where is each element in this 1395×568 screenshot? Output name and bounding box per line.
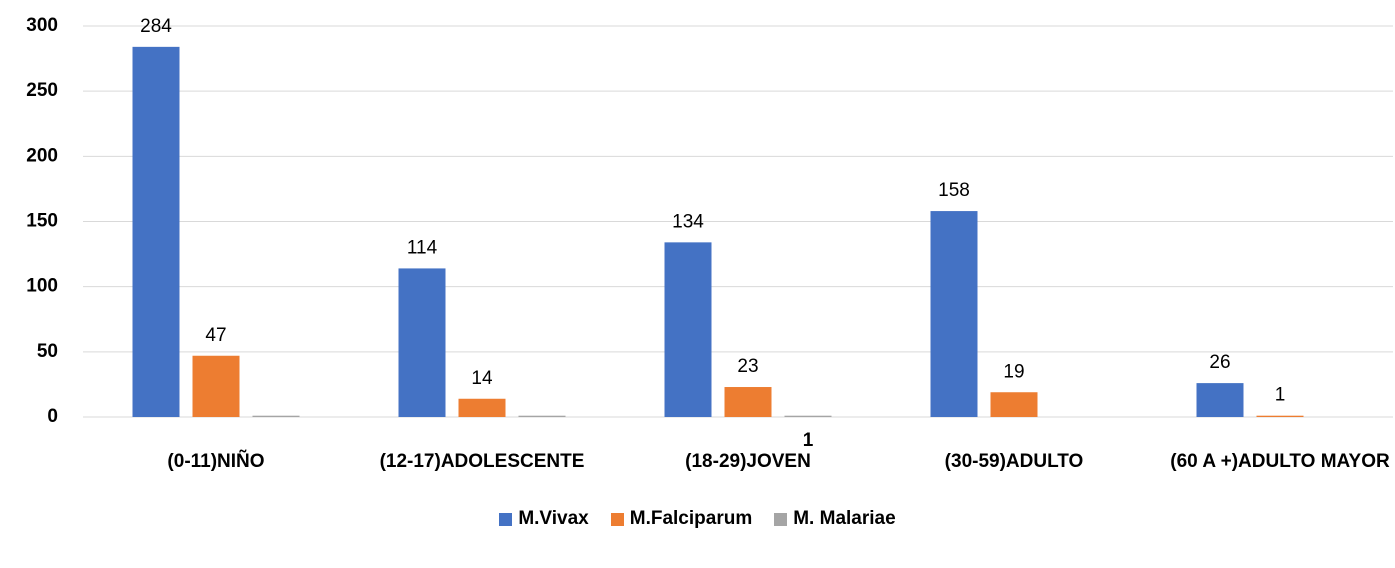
legend-swatch (774, 512, 788, 526)
data-label: 284 (140, 16, 172, 37)
data-label: 26 (1209, 352, 1230, 373)
x-tick-label: (60 A +)ADULTO MAYOR (1170, 451, 1390, 472)
bar (398, 268, 446, 417)
bar (664, 242, 712, 417)
y-tick-label: 100 (26, 276, 58, 297)
y-tick-label: 300 (26, 15, 58, 36)
y-tick-label: 250 (26, 80, 58, 101)
y-tick-label: 150 (26, 211, 58, 232)
legend-label: M.Vivax (518, 508, 589, 529)
data-label: 158 (938, 180, 970, 201)
legend-swatch (499, 512, 513, 526)
data-label: 1 (803, 430, 814, 451)
legend-item: M. Malariae (774, 508, 896, 530)
y-tick-label: 0 (47, 406, 58, 427)
x-tick-label: (30-59)ADULTO (944, 451, 1084, 472)
legend: M.Vivax M.Falciparum M. Malariae (0, 508, 1395, 530)
bar (990, 392, 1038, 417)
data-label: 1 (1275, 385, 1286, 406)
bar (192, 355, 240, 417)
legend-label: M.Falciparum (629, 508, 753, 529)
legend-swatch (610, 512, 624, 526)
bar (252, 415, 300, 417)
bar (724, 387, 772, 417)
data-label: 47 (205, 325, 226, 346)
data-label: 19 (1003, 361, 1024, 382)
bar (930, 211, 978, 417)
data-label: 23 (737, 356, 758, 377)
bar (518, 415, 566, 417)
y-tick-label: 50 (37, 341, 58, 362)
bar (1196, 383, 1244, 417)
legend-item: M.Vivax (499, 508, 589, 530)
data-label: 114 (407, 237, 438, 258)
bar (1256, 415, 1304, 417)
legend-label: M. Malariae (793, 508, 896, 529)
x-tick-label: (0-11)NIÑO (167, 451, 265, 472)
legend-item: M.Falciparum (610, 508, 753, 530)
x-tick-label: (12-17)ADOLESCENTE (379, 451, 585, 472)
bar (132, 46, 180, 417)
data-label: 134 (672, 211, 704, 232)
x-tick-label: (18-29)JOVEN (685, 451, 811, 472)
bar (784, 415, 832, 417)
y-tick-label: 200 (26, 145, 58, 166)
data-label: 14 (471, 368, 493, 389)
bar (458, 398, 506, 417)
